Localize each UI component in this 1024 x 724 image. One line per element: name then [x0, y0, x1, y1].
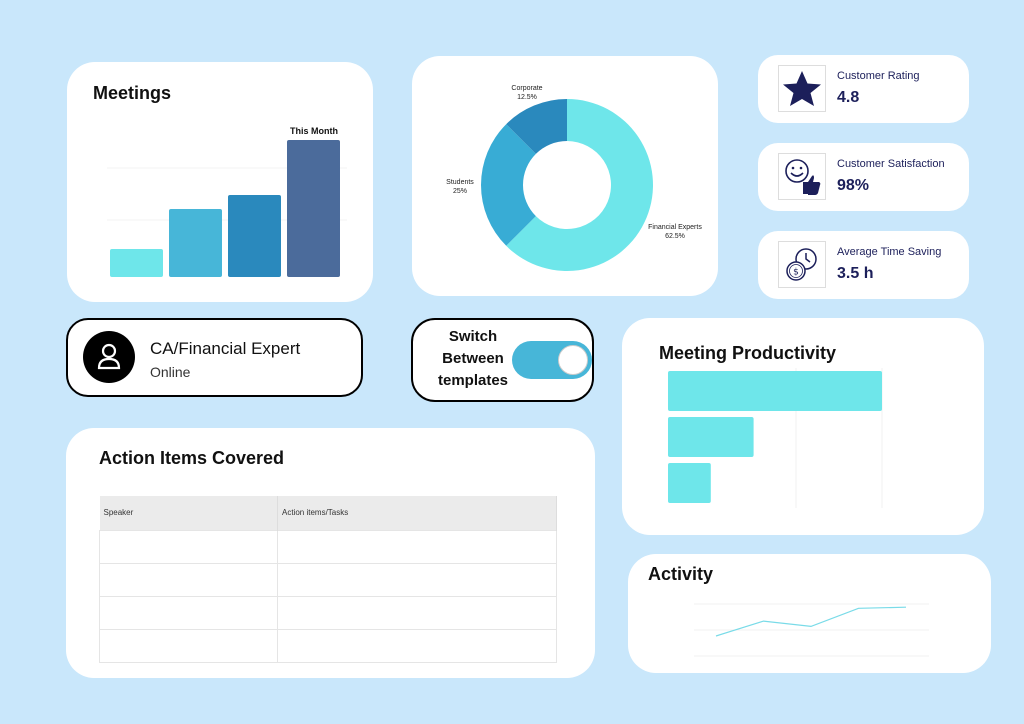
svg-text:$: $	[793, 268, 799, 278]
productivity-bar	[668, 417, 754, 457]
audience-donut-chart	[481, 99, 653, 271]
activity-card: Activity	[628, 554, 991, 673]
action-items-card: Action Items Covered Speaker Action item…	[66, 428, 595, 678]
star-icon	[778, 65, 826, 112]
table-cell	[277, 529, 557, 564]
activity-chart	[694, 603, 929, 657]
activity-line	[715, 606, 907, 637]
stat-label: Average Time Saving	[837, 246, 942, 258]
table-row	[99, 562, 557, 597]
table-row	[99, 595, 557, 630]
stat-value: 3.5 h	[837, 265, 874, 282]
productivity-bar	[668, 463, 711, 503]
user-avatar-icon	[83, 331, 135, 383]
action-items-title: Action Items Covered	[99, 448, 285, 468]
table-cell	[99, 529, 278, 564]
table-cell	[277, 595, 557, 630]
table-cell	[99, 562, 278, 597]
toggle-knob[interactable]	[558, 345, 588, 375]
column-header-speaker: Speaker	[99, 496, 278, 530]
table-cell	[277, 628, 557, 663]
donut-label-students: Students 25%	[446, 179, 474, 195]
table-cell	[277, 562, 557, 597]
stat-value: 98%	[837, 177, 870, 194]
meetings-bar	[228, 195, 281, 277]
switch-label: Switch Between templates	[437, 328, 509, 389]
donut-label-corporate: Corporate 12.5%	[511, 85, 543, 101]
productivity-chart	[668, 368, 883, 508]
meetings-bar	[169, 209, 222, 277]
table-cell	[99, 628, 278, 663]
stat-label: Customer Rating	[837, 70, 920, 82]
donut-slice	[481, 124, 536, 246]
template-switch-card: Switch Between templates	[411, 318, 594, 402]
this-month-label: This Month	[290, 126, 338, 136]
stat-value: 4.8	[837, 89, 860, 106]
productivity-card: Meeting Productivity	[622, 318, 984, 535]
productivity-bar	[668, 371, 882, 411]
meetings-bar	[287, 140, 340, 277]
donut-slice	[506, 99, 567, 154]
table-row	[99, 529, 557, 564]
action-items-table: Speaker Action items/Tasks	[99, 496, 557, 663]
expert-status-card[interactable]: CA/Financial Expert Online	[66, 318, 363, 397]
donut-label-financial-experts: Financial Experts 62.5%	[648, 224, 702, 240]
meetings-chart: This Month	[107, 126, 347, 277]
thumbs-up-smiley-icon	[778, 153, 826, 200]
expert-name: CA/Financial Expert	[150, 339, 301, 358]
donut-slice	[506, 99, 653, 271]
productivity-title: Meeting Productivity	[659, 343, 837, 363]
stat-card-time-saving: $ Average Time Saving 3.5 h	[758, 231, 969, 299]
stat-card-satisfaction: Customer Satisfaction 98%	[758, 143, 969, 211]
template-toggle[interactable]	[512, 341, 592, 379]
table-cell	[99, 595, 278, 630]
meetings-bar	[110, 249, 163, 277]
time-money-icon: $	[778, 241, 826, 288]
expert-status: Online	[150, 364, 191, 380]
audience-donut-card: Corporate 12.5% Students 25% Financial Exp…	[412, 56, 718, 296]
table-row	[99, 628, 557, 663]
stat-card-rating: Customer Rating 4.8	[758, 55, 969, 123]
stat-label: Customer Satisfaction	[837, 158, 945, 170]
meetings-title: Meetings	[93, 83, 172, 103]
meetings-card: Meetings This Month	[67, 62, 373, 302]
column-header-tasks: Action items/Tasks	[277, 496, 557, 530]
activity-title: Activity	[648, 564, 714, 584]
